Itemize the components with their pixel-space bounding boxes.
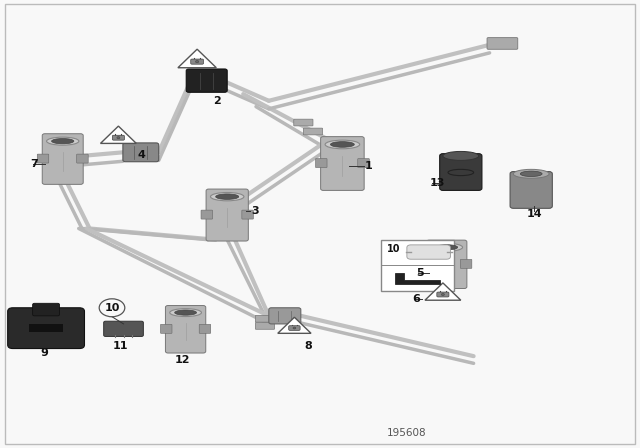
Circle shape <box>195 60 199 63</box>
FancyBboxPatch shape <box>358 159 369 168</box>
Polygon shape <box>425 283 461 300</box>
FancyBboxPatch shape <box>191 59 204 64</box>
Ellipse shape <box>52 138 74 144</box>
Text: 3: 3 <box>252 206 259 215</box>
Ellipse shape <box>436 245 458 250</box>
FancyBboxPatch shape <box>37 154 49 163</box>
Ellipse shape <box>167 345 204 353</box>
FancyBboxPatch shape <box>77 154 88 163</box>
Ellipse shape <box>431 243 463 251</box>
Text: 7: 7 <box>31 159 38 168</box>
Ellipse shape <box>175 310 196 315</box>
Text: 4: 4 <box>138 150 145 159</box>
FancyBboxPatch shape <box>487 38 518 49</box>
Ellipse shape <box>211 193 244 201</box>
Polygon shape <box>100 126 136 143</box>
Ellipse shape <box>208 233 246 241</box>
FancyBboxPatch shape <box>440 154 482 190</box>
Ellipse shape <box>330 142 355 147</box>
FancyBboxPatch shape <box>289 326 300 330</box>
FancyBboxPatch shape <box>460 259 472 268</box>
FancyBboxPatch shape <box>255 315 275 322</box>
FancyBboxPatch shape <box>242 210 253 219</box>
Bar <box>381 240 454 291</box>
FancyBboxPatch shape <box>321 137 364 190</box>
Ellipse shape <box>513 169 549 178</box>
FancyBboxPatch shape <box>42 134 83 185</box>
Text: 11: 11 <box>113 341 128 351</box>
Text: 9: 9 <box>41 348 49 358</box>
Polygon shape <box>395 273 440 284</box>
Ellipse shape <box>216 194 239 199</box>
FancyBboxPatch shape <box>294 119 313 126</box>
FancyBboxPatch shape <box>407 245 451 259</box>
Text: 8: 8 <box>304 341 312 351</box>
FancyBboxPatch shape <box>186 69 227 92</box>
FancyBboxPatch shape <box>161 324 172 333</box>
FancyBboxPatch shape <box>104 321 143 336</box>
Text: 5: 5 <box>416 268 424 278</box>
Circle shape <box>293 327 296 329</box>
FancyBboxPatch shape <box>201 210 212 219</box>
FancyBboxPatch shape <box>8 308 84 349</box>
FancyBboxPatch shape <box>199 324 211 333</box>
FancyBboxPatch shape <box>427 240 467 289</box>
Text: 2: 2 <box>213 96 221 106</box>
Text: 12: 12 <box>175 355 190 365</box>
Text: 10: 10 <box>387 244 401 254</box>
FancyBboxPatch shape <box>437 292 449 297</box>
Circle shape <box>117 137 120 139</box>
Ellipse shape <box>323 182 363 190</box>
Bar <box>29 324 63 332</box>
Text: 195608: 195608 <box>387 428 426 438</box>
FancyBboxPatch shape <box>255 323 275 329</box>
FancyBboxPatch shape <box>206 189 248 241</box>
FancyBboxPatch shape <box>33 303 60 316</box>
Polygon shape <box>178 49 216 68</box>
Text: 13: 13 <box>430 178 445 188</box>
FancyBboxPatch shape <box>422 259 433 268</box>
Text: 6: 6 <box>412 294 420 304</box>
FancyBboxPatch shape <box>269 308 301 324</box>
FancyBboxPatch shape <box>123 143 159 162</box>
Text: 1: 1 <box>365 161 372 171</box>
Ellipse shape <box>47 137 79 145</box>
Ellipse shape <box>170 309 202 317</box>
Ellipse shape <box>428 280 465 289</box>
FancyBboxPatch shape <box>510 172 552 208</box>
FancyBboxPatch shape <box>303 128 323 135</box>
FancyBboxPatch shape <box>165 306 205 353</box>
Ellipse shape <box>443 151 479 160</box>
Ellipse shape <box>44 176 81 184</box>
Text: 10: 10 <box>104 303 120 313</box>
Polygon shape <box>278 317 311 333</box>
Text: 14: 14 <box>527 209 542 219</box>
FancyBboxPatch shape <box>113 135 124 140</box>
Ellipse shape <box>520 171 542 177</box>
Ellipse shape <box>325 140 360 149</box>
Circle shape <box>442 293 444 296</box>
FancyBboxPatch shape <box>316 159 327 168</box>
